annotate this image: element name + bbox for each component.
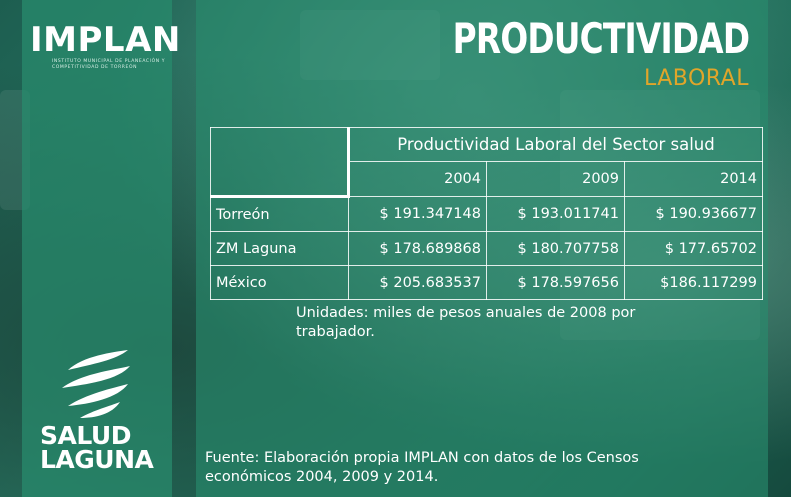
year-header: 2014 xyxy=(624,161,763,197)
table-cell: $ 178.597656 xyxy=(486,265,625,300)
salud-laguna-logo-icon xyxy=(62,350,130,418)
source-note: Fuente: Elaboración propia IMPLAN con da… xyxy=(205,450,639,485)
productivity-table: Productividad Laboral del Sector salud 2… xyxy=(210,127,763,300)
salud-laguna-brand: SALUD LAGUNA xyxy=(40,421,154,474)
row-label: Torreón xyxy=(210,196,349,232)
table-cell: $186.117299 xyxy=(624,265,763,300)
table-corner-cell xyxy=(210,127,350,198)
units-note: Unidades: miles de pesos anuales de 2008… xyxy=(296,305,636,340)
table-row: México $ 205.683537 $ 178.597656 $186.11… xyxy=(210,265,763,300)
page-subtitle: LABORAL xyxy=(643,66,749,91)
year-header: 2009 xyxy=(486,161,625,197)
row-label: ZM Laguna xyxy=(210,231,349,266)
page-title: PRODUCTIVIDAD xyxy=(452,14,749,63)
row-label: México xyxy=(210,265,349,300)
table-cell: $ 193.011741 xyxy=(486,196,625,232)
table-cell: $ 191.347148 xyxy=(348,196,487,232)
table-row: Torreón $ 191.347148 $ 193.011741 $ 190.… xyxy=(210,196,763,232)
table-row: ZM Laguna $ 178.689868 $ 180.707758 $ 17… xyxy=(210,231,763,266)
implan-logo-subtitle: INSTITUTO MUNICIPAL DE PLANEACIÓN Y COMP… xyxy=(52,59,166,70)
implan-logo: IMPLAN xyxy=(30,20,181,60)
brand-line: LAGUNA xyxy=(40,445,154,474)
table-cell: $ 190.936677 xyxy=(624,196,763,232)
brand-line: SALUD xyxy=(40,421,131,450)
year-header: 2004 xyxy=(348,161,487,197)
table-cell: $ 177.65702 xyxy=(624,231,763,266)
table-cell: $ 178.689868 xyxy=(348,231,487,266)
table-caption: Productividad Laboral del Sector salud xyxy=(348,127,763,162)
table-cell: $ 205.683537 xyxy=(348,265,487,300)
table-cell: $ 180.707758 xyxy=(486,231,625,266)
